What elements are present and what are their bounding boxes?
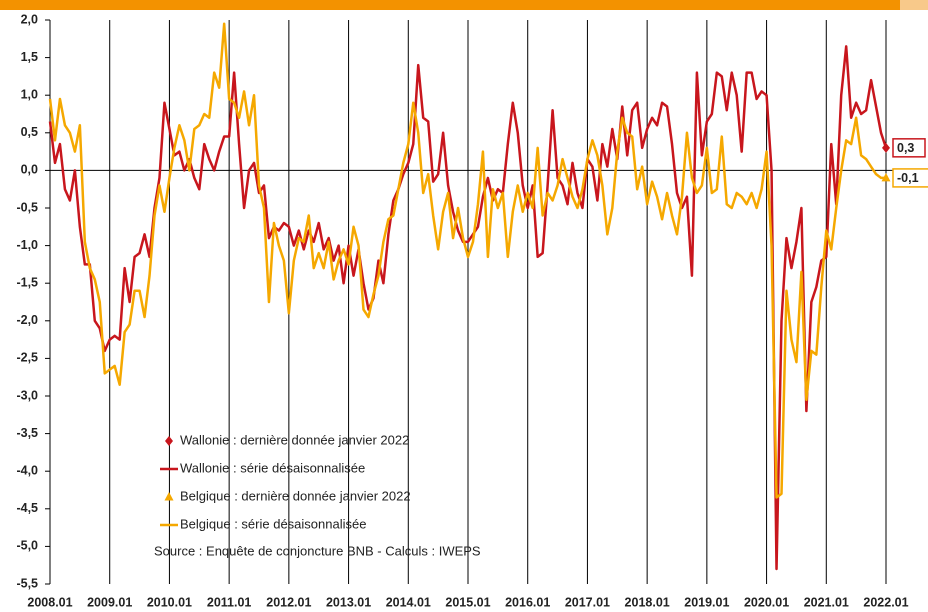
source-note: Source : Enquête de conjoncture BNB - Ca… [154, 543, 481, 558]
value-label-box [892, 168, 928, 188]
y-tick-label: -3,5 [16, 426, 38, 440]
x-tick-label: 2014.01 [386, 595, 431, 609]
value-label: -0,1 [897, 171, 919, 185]
legend-label: Belgique : série désaisonnalisée [180, 516, 366, 531]
x-tick-label: 2018.01 [625, 595, 670, 609]
y-tick-label: 0,5 [21, 125, 38, 139]
marker-triangle [164, 492, 174, 501]
header-band [0, 0, 900, 10]
x-tick-label: 2021.01 [804, 595, 849, 609]
x-tick-label: 2009.01 [87, 595, 132, 609]
header-band-end [900, 0, 928, 10]
y-tick-label: 0,0 [21, 163, 38, 177]
y-tick-label: -1,0 [16, 238, 38, 252]
x-tick-label: 2015.01 [445, 595, 490, 609]
y-tick-label: -5,0 [16, 539, 38, 553]
y-tick-label: 1,5 [21, 50, 38, 64]
value-label-box [892, 138, 926, 158]
x-tick-label: 2017.01 [565, 595, 610, 609]
y-tick-label: -2,5 [16, 351, 38, 365]
value-label: 0,3 [897, 141, 914, 155]
x-tick-label: 2020.01 [744, 595, 789, 609]
y-tick-label: -0,5 [16, 200, 38, 214]
x-tick-label: 2022.01 [863, 595, 908, 609]
y-tick-label: -4,0 [16, 463, 38, 477]
legend-label: Wallonie : série désaisonnalisée [180, 460, 365, 475]
y-tick-label: 2,0 [21, 12, 38, 26]
y-tick-label: -3,0 [16, 388, 38, 402]
x-tick-label: 2008.01 [27, 595, 72, 609]
series-line [48, 22, 886, 499]
x-tick-label: 2010.01 [147, 595, 192, 609]
legend-label: Wallonie : dernière donnée janvier 2022 [180, 432, 409, 447]
marker-diamond [882, 142, 890, 153]
y-tick-label: -2,0 [16, 313, 38, 327]
y-tick-label: -1,5 [16, 275, 38, 289]
x-tick-label: 2011.01 [207, 595, 252, 609]
marker-diamond [165, 436, 173, 446]
legend-label: Belgique : dernière donnée janvier 2022 [180, 488, 411, 503]
y-tick-label: -5,5 [16, 576, 38, 590]
x-tick-label: 2012.01 [266, 595, 311, 609]
x-tick-label: 2013.01 [326, 595, 371, 609]
x-tick-label: 2019.01 [684, 595, 729, 609]
series-line [48, 45, 888, 571]
y-tick-label: -4,5 [16, 501, 38, 515]
x-tick-label: 2016.01 [505, 595, 550, 609]
y-tick-label: 1,0 [21, 87, 38, 101]
marker-triangle [881, 172, 891, 182]
